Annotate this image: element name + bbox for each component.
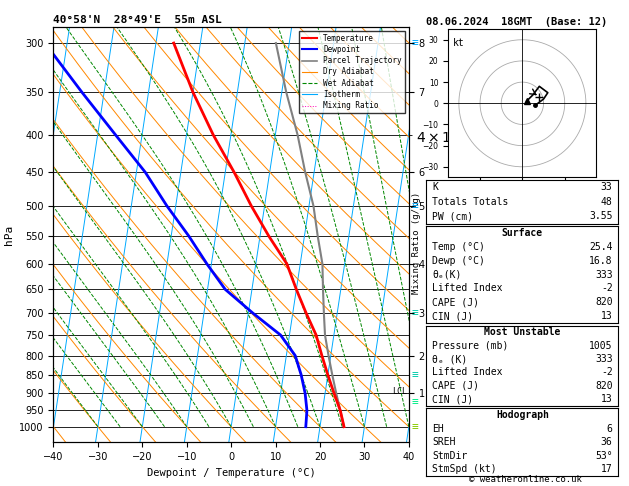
Text: SREH: SREH	[432, 437, 456, 447]
Text: ≡: ≡	[411, 370, 418, 380]
Text: θₑ (K): θₑ (K)	[432, 354, 467, 364]
Text: ≡: ≡	[411, 308, 418, 318]
Text: CIN (J): CIN (J)	[432, 394, 474, 404]
Text: LCL: LCL	[392, 387, 406, 396]
Text: 13: 13	[601, 394, 613, 404]
Text: 25.4: 25.4	[589, 242, 613, 252]
Text: CAPE (J): CAPE (J)	[432, 381, 479, 391]
Text: 33: 33	[601, 182, 613, 192]
Text: © weatheronline.co.uk: © weatheronline.co.uk	[469, 474, 582, 484]
Text: Temp (°C): Temp (°C)	[432, 242, 485, 252]
Text: Most Unstable: Most Unstable	[484, 327, 560, 337]
Text: ≡: ≡	[411, 397, 418, 407]
Text: ≡: ≡	[411, 38, 418, 48]
Text: -2: -2	[601, 283, 613, 294]
Text: Totals Totals: Totals Totals	[432, 197, 509, 207]
Text: K: K	[432, 182, 438, 192]
Text: Hodograph: Hodograph	[496, 410, 549, 420]
Text: CIN (J): CIN (J)	[432, 311, 474, 321]
Text: 48: 48	[601, 197, 613, 207]
Text: EH: EH	[432, 424, 444, 434]
Text: StmSpd (kt): StmSpd (kt)	[432, 465, 497, 474]
Text: 17: 17	[601, 465, 613, 474]
Text: kt: kt	[452, 37, 464, 48]
Text: 53°: 53°	[595, 451, 613, 461]
Text: PW (cm): PW (cm)	[432, 211, 474, 221]
Y-axis label: km
ASL: km ASL	[470, 226, 492, 243]
Text: 333: 333	[595, 354, 613, 364]
Text: ≡: ≡	[411, 201, 418, 211]
Text: 820: 820	[595, 297, 613, 307]
Legend: Temperature, Dewpoint, Parcel Trajectory, Dry Adiabat, Wet Adiabat, Isotherm, Mi: Temperature, Dewpoint, Parcel Trajectory…	[299, 31, 405, 113]
Text: 6: 6	[607, 424, 613, 434]
Text: 16.8: 16.8	[589, 256, 613, 266]
Text: 40°58'N  28°49'E  55m ASL: 40°58'N 28°49'E 55m ASL	[53, 15, 222, 25]
Y-axis label: hPa: hPa	[4, 225, 14, 244]
Text: CAPE (J): CAPE (J)	[432, 297, 479, 307]
Text: Pressure (mb): Pressure (mb)	[432, 341, 509, 351]
Text: 36: 36	[601, 437, 613, 447]
Text: StmDir: StmDir	[432, 451, 467, 461]
Text: 333: 333	[595, 270, 613, 279]
Text: 820: 820	[595, 381, 613, 391]
Text: Lifted Index: Lifted Index	[432, 283, 503, 294]
Text: Lifted Index: Lifted Index	[432, 367, 503, 378]
Text: Mixing Ratio (g/kg): Mixing Ratio (g/kg)	[412, 192, 421, 294]
Text: 08.06.2024  18GMT  (Base: 12): 08.06.2024 18GMT (Base: 12)	[426, 17, 608, 27]
Text: Surface: Surface	[502, 228, 543, 238]
Text: 13: 13	[601, 311, 613, 321]
Text: 1005: 1005	[589, 341, 613, 351]
Text: 3.55: 3.55	[589, 211, 613, 221]
Text: θₑ(K): θₑ(K)	[432, 270, 462, 279]
Text: Dewp (°C): Dewp (°C)	[432, 256, 485, 266]
X-axis label: Dewpoint / Temperature (°C): Dewpoint / Temperature (°C)	[147, 468, 316, 478]
Text: ≡: ≡	[411, 422, 418, 432]
Text: -2: -2	[601, 367, 613, 378]
